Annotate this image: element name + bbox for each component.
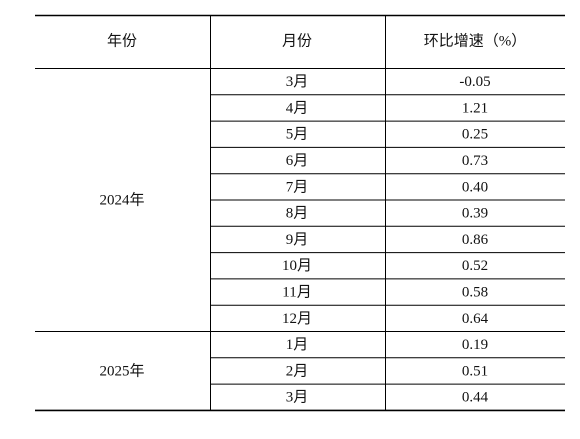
year-cell: 2025年 [99, 362, 144, 379]
month-cell: 12月 [282, 311, 312, 327]
year-cell: 2024年 [99, 191, 144, 208]
month-cell: 10月 [282, 258, 312, 274]
month-cell: 9月 [286, 232, 309, 248]
value-cell: 0.64 [462, 311, 489, 327]
value-cell: 1.21 [462, 100, 488, 116]
month-cell: 1月 [286, 337, 309, 353]
month-cell: 2月 [286, 363, 309, 379]
month-cell: 3月 [286, 74, 309, 90]
value-cell: 0.25 [462, 127, 488, 143]
value-cell: 0.73 [462, 153, 488, 169]
month-cell: 7月 [286, 179, 309, 195]
value-cell: 0.58 [462, 284, 488, 300]
value-cell: -0.05 [459, 74, 490, 90]
month-cell: 4月 [286, 100, 309, 116]
header-cell: 月份 [282, 32, 312, 49]
month-cell: 6月 [286, 153, 309, 169]
value-cell: 0.39 [462, 206, 488, 222]
month-cell: 11月 [282, 284, 311, 300]
value-cell: 0.51 [462, 363, 488, 379]
value-cell: 0.44 [462, 390, 489, 406]
month-cell: 8月 [286, 206, 309, 222]
value-cell: 0.40 [462, 179, 488, 195]
header-cell: 年份 [107, 32, 137, 49]
value-cell: 0.52 [462, 258, 488, 274]
header-cell: 环比增速（%） [424, 32, 527, 49]
month-cell: 3月 [286, 390, 309, 406]
month-cell: 5月 [286, 127, 309, 143]
value-cell: 0.86 [462, 232, 489, 248]
value-cell: 0.19 [462, 337, 488, 353]
